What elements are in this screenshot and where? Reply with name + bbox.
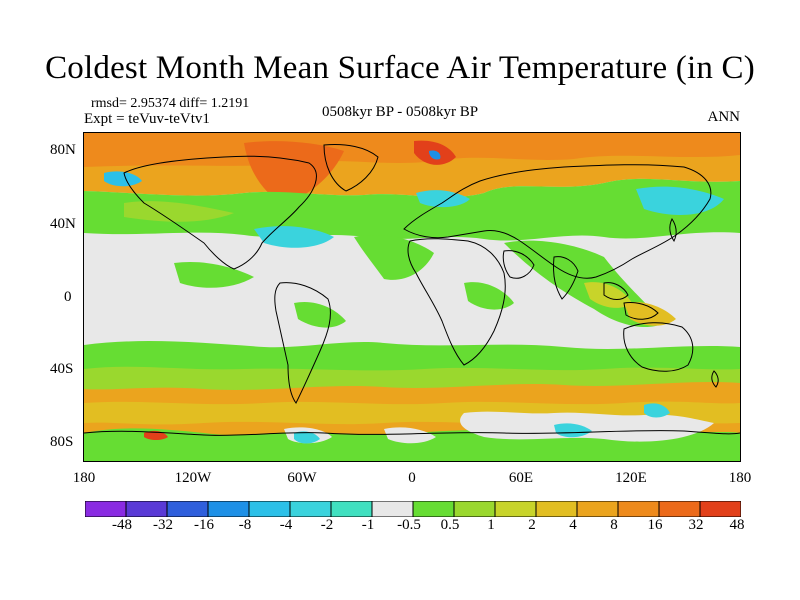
- colorbar-label: -32: [153, 517, 173, 533]
- colorbar-labels: -48 -32 -16 -8 -4 -2 -1 -0.5 0.5 1 2 4 8 16 32 48: [0, 517, 800, 541]
- colorbar-label: 1: [487, 517, 495, 533]
- lon-label-0: 0: [408, 470, 416, 486]
- colorbar-label: 48: [729, 517, 745, 533]
- colorbar-swatch: [494, 501, 537, 517]
- lat-label-40s: 40S: [50, 361, 74, 377]
- colorbar-label: -2: [320, 517, 334, 533]
- colorbar-swatch: [289, 501, 332, 517]
- lat-label-80n: 80N: [50, 142, 76, 158]
- colorbar-swatch: [699, 501, 741, 517]
- colorbar-swatch: [125, 501, 168, 517]
- colorbar-swatch: [617, 501, 660, 517]
- experiment-label: Expt = teVuv-teVtv1: [84, 111, 210, 127]
- colorbar-label: -0.5: [397, 517, 421, 533]
- colorbar-label: 4: [569, 517, 577, 533]
- season-label: ANN: [707, 109, 741, 125]
- lon-label-60e: 60E: [508, 470, 534, 486]
- colorbar-label: -4: [279, 517, 293, 533]
- colorbar-swatch: [453, 501, 496, 517]
- colorbar: [85, 501, 741, 517]
- colorbar-swatch: [535, 501, 578, 517]
- colorbar-swatch: [412, 501, 455, 517]
- colorbar-swatch: [330, 501, 373, 517]
- temperature-map: [84, 133, 740, 461]
- colorbar-label: 16: [647, 517, 663, 533]
- lon-label-180e: 180: [728, 470, 752, 486]
- colorbar-label: -1: [361, 517, 375, 533]
- lon-label-180w: 180: [72, 470, 96, 486]
- lat-label-80s: 80S: [50, 434, 74, 450]
- lon-label-120e: 120E: [615, 470, 647, 486]
- colorbar-swatch: [371, 501, 414, 517]
- colorbar-label: -8: [238, 517, 252, 533]
- rmsd-diff-text: rmsd= 2.95374 diff= 1.2191: [91, 96, 250, 111]
- colorbar-label: 8: [610, 517, 618, 533]
- colorbar-label: 2: [528, 517, 536, 533]
- lat-label-0: 0: [64, 289, 72, 305]
- lon-label-120w: 120W: [174, 470, 212, 486]
- period-label: 0508kyr BP - 0508kyr BP: [321, 104, 479, 120]
- colorbar-label: -16: [194, 517, 214, 533]
- colorbar-label: 0.5: [440, 517, 460, 533]
- lat-label-40n: 40N: [50, 216, 76, 232]
- lon-label-60w: 60W: [287, 470, 317, 486]
- colorbar-swatch: [207, 501, 250, 517]
- colorbar-swatch: [248, 501, 291, 517]
- colorbar-label: -48: [112, 517, 132, 533]
- colorbar-swatch: [658, 501, 701, 517]
- plot-title: Coldest Month Mean Surface Air Temperatu…: [45, 50, 755, 86]
- map-panel: [83, 132, 741, 462]
- colorbar-swatch: [166, 501, 209, 517]
- colorbar-swatch: [576, 501, 619, 517]
- colorbar-swatch: [85, 501, 127, 517]
- colorbar-label: 32: [688, 517, 704, 533]
